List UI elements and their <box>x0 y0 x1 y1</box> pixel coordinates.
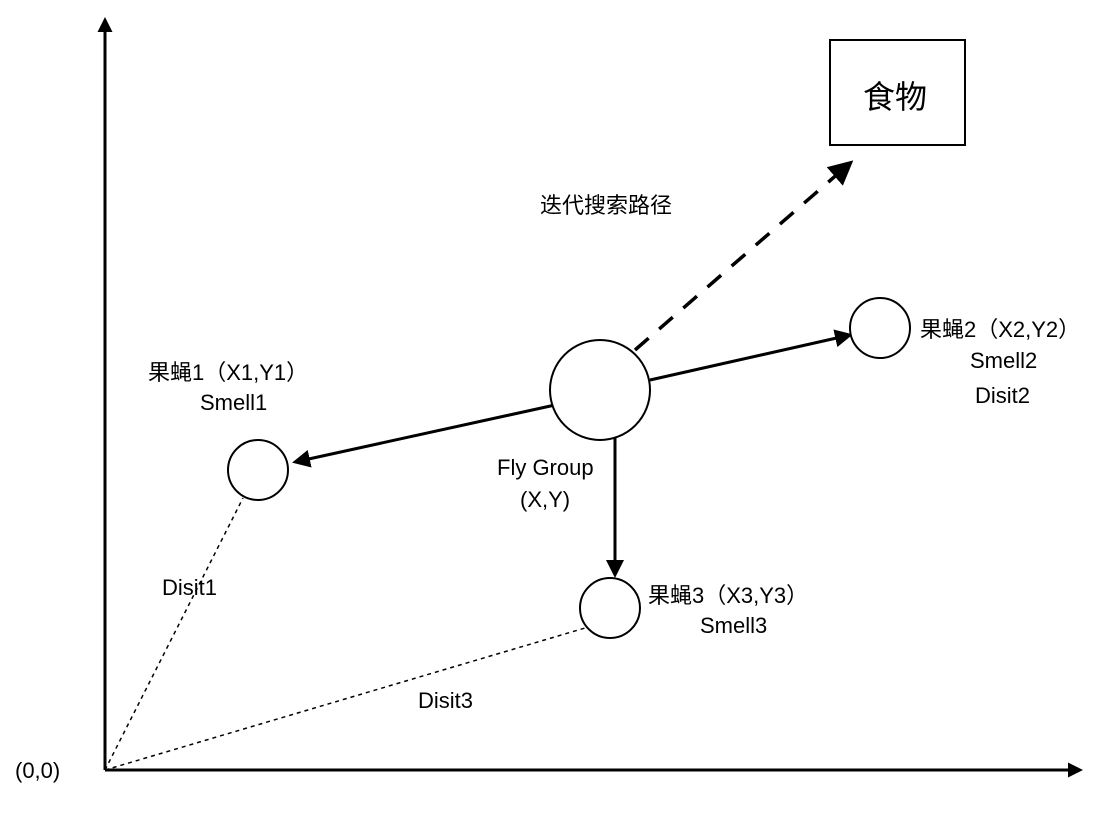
fly2-label1: 果蝇2（X2,Y2） <box>920 312 1080 344</box>
disit3-label: Disit3 <box>418 688 473 714</box>
fly2-circle <box>850 298 910 358</box>
fly3-label2: Smell3 <box>700 613 767 639</box>
fly3-circle <box>580 578 640 638</box>
diagram-canvas <box>0 0 1115 822</box>
arrow-to-fly1 <box>295 405 555 462</box>
fly-group-circle <box>550 340 650 440</box>
disit3-line <box>105 628 585 770</box>
fly2-label3: Disit2 <box>975 383 1030 409</box>
fly2-label2: Smell2 <box>970 348 1037 374</box>
fly-group-label2: (X,Y) <box>520 487 570 513</box>
search-path-label: 迭代搜索路径 <box>540 188 672 220</box>
fly-group-label1: Fly Group <box>497 455 594 481</box>
disit1-label: Disit1 <box>162 575 217 601</box>
fly1-label2: Smell1 <box>200 390 267 416</box>
origin-label: (0,0) <box>15 758 60 784</box>
fly1-circle <box>228 440 288 500</box>
fly1-label1: 果蝇1（X1,Y1） <box>148 355 308 387</box>
disit1-line <box>105 498 243 770</box>
arrow-to-fly2 <box>650 335 850 380</box>
fly3-label1: 果蝇3（X3,Y3） <box>648 578 808 610</box>
food-label: 食物 <box>863 72 927 118</box>
